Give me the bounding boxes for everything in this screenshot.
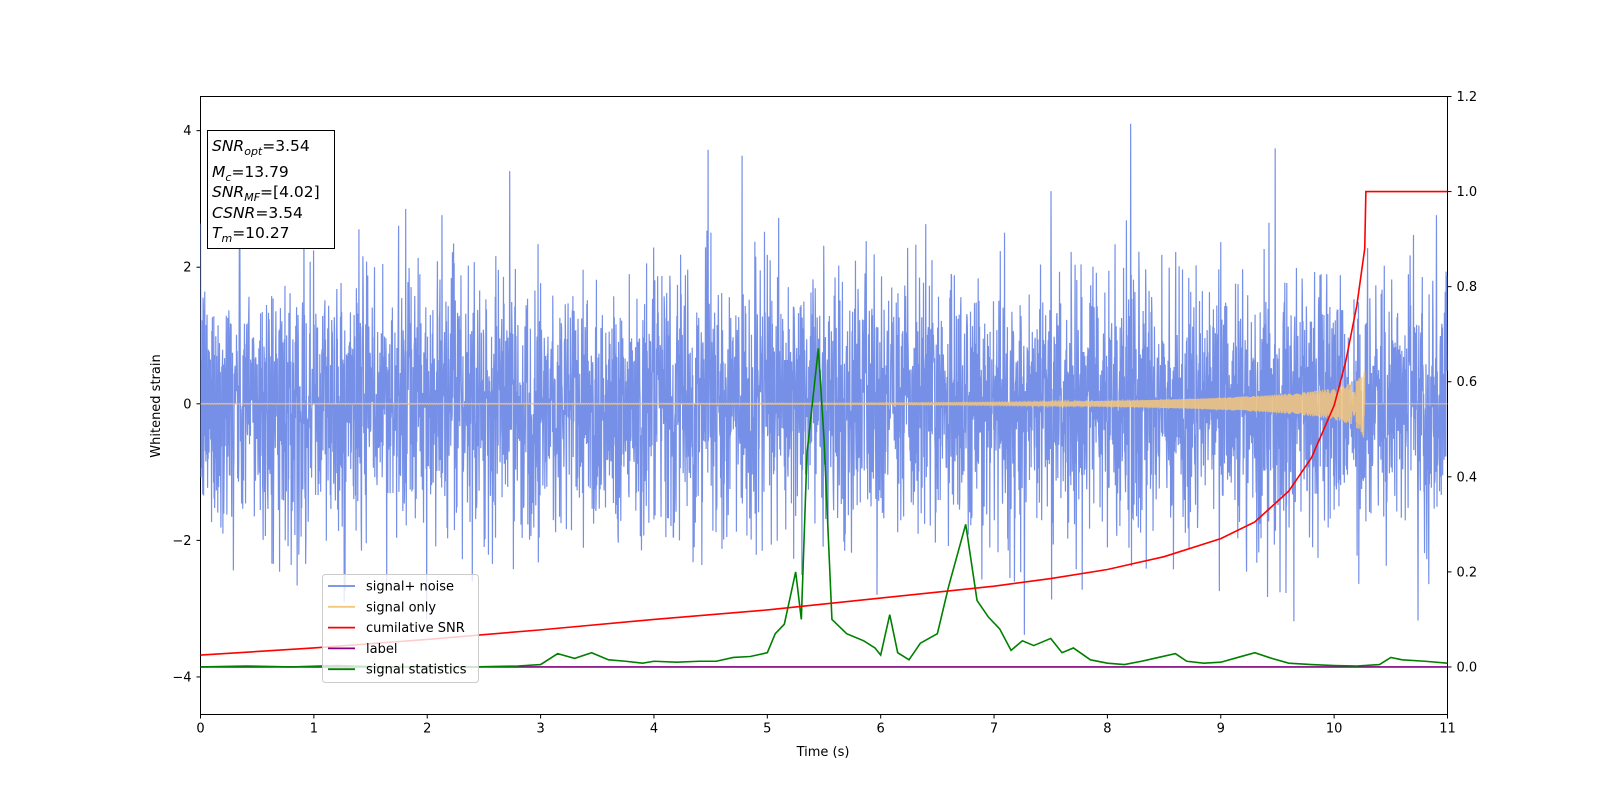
info-line: CSNR=3.54 — [212, 204, 303, 222]
x-tick-label: 9 — [1217, 722, 1225, 737]
x-tick-label: 8 — [1103, 722, 1111, 737]
x-tick-label: 0 — [196, 722, 204, 737]
info-line: Mc=13.79 — [212, 163, 289, 184]
y-tick-label: 4 — [183, 124, 191, 139]
y2-tick-label: 1.2 — [1457, 90, 1478, 105]
y-tick-label: −4 — [172, 670, 191, 685]
y-tick-label: 2 — [183, 261, 191, 276]
x-tick-label: 3 — [536, 722, 544, 737]
x-tick-label: 7 — [990, 722, 998, 737]
y-axis-label: Whitened strain — [149, 354, 164, 457]
legend-frame — [322, 574, 479, 683]
y2-tick-label: 0.0 — [1457, 660, 1478, 675]
y2-tick-label: 0.6 — [1457, 375, 1478, 390]
series-signal-noise — [200, 123, 1448, 635]
x-tick-label: 11 — [1439, 722, 1456, 737]
y2-tick-label: 1.0 — [1457, 185, 1478, 200]
legend-label: signal only — [366, 600, 436, 615]
axes-layer: 0 1 2 3 4 5 6 7 8 9 10 11 −4 −2 0 2 4 0.0 0.2 0.4 0.6 0.8 1.0 1… — [172, 90, 1477, 737]
series-signal-statistics — [200, 348, 1448, 668]
legend: signal+ noise signal only cumilative SNR la… — [322, 574, 479, 683]
info-box-frame — [207, 130, 335, 249]
x-tick-label: 1 — [310, 722, 318, 737]
info-line: SNRopt=3.54 — [212, 137, 310, 158]
y2-tick-label: 0.2 — [1457, 565, 1478, 580]
x-tick-label: 4 — [650, 722, 658, 737]
series-cumulative-snr — [200, 190, 1448, 656]
x-tick-label: 6 — [877, 722, 885, 737]
legend-label: signal+ noise — [366, 580, 454, 595]
info-line: Tm=10.27 — [212, 224, 290, 245]
y2-tick-label: 0.4 — [1457, 470, 1478, 485]
x-tick-label: 2 — [423, 722, 431, 737]
y2-tick-label: 0.8 — [1457, 280, 1478, 295]
y-tick-label: 0 — [183, 397, 191, 412]
x-tick-label: 5 — [763, 722, 771, 737]
x-tick-label: 10 — [1326, 722, 1343, 737]
x-axis-label: Time (s) — [796, 745, 850, 760]
info-box: SNRopt=3.54 Mc=13.79SNRMF=[4.02]CSNR=3.54… — [207, 130, 335, 249]
series-layer — [200, 123, 1448, 668]
legend-label: label — [366, 642, 397, 657]
y-tick-label: −2 — [172, 534, 191, 549]
info-line: SNRMF=[4.02] — [212, 183, 320, 204]
series-signal-only — [200, 370, 1448, 438]
legend-label: signal statistics — [366, 663, 467, 678]
legend-label: cumilative SNR — [366, 621, 465, 636]
